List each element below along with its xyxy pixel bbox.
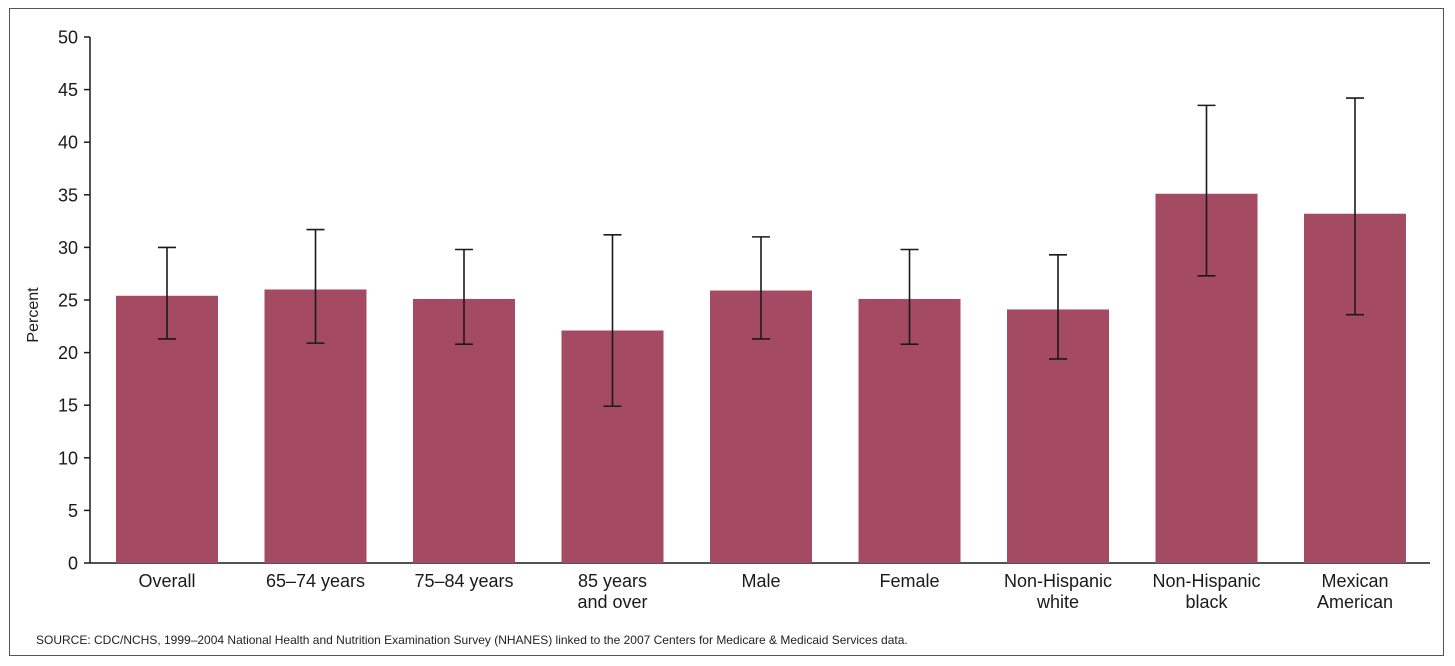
y-tick-label: 5 (68, 501, 78, 521)
y-tick-label: 20 (58, 343, 78, 363)
y-tick-label: 0 (68, 554, 78, 574)
source-note: SOURCE: CDC/NCHS, 1999–2004 National Hea… (36, 633, 908, 647)
x-tick-label: Non-Hispanic (1152, 571, 1260, 591)
y-tick-label: 35 (58, 185, 78, 205)
x-tick-label: 85 years (578, 571, 647, 591)
x-tick-label: and over (577, 592, 647, 612)
x-tick-label: American (1317, 592, 1393, 612)
error-bars (158, 97, 1364, 408)
x-tick-label: 65–74 years (266, 571, 365, 591)
y-axis-label: Percent (25, 287, 42, 343)
y-tick-label: 45 (58, 80, 78, 100)
y-tick-label: 15 (58, 396, 78, 416)
y-tick-label: 30 (58, 238, 78, 258)
x-tick-label: white (1036, 592, 1079, 612)
x-tick-label: 75–84 years (414, 571, 513, 591)
x-tick-label: Female (879, 571, 939, 591)
bars (116, 193, 1406, 564)
x-tick-label: Male (741, 571, 780, 591)
x-tick-label: Overall (138, 571, 195, 591)
y-tick-label: 10 (58, 448, 78, 468)
y-tick-label: 25 (58, 291, 78, 311)
y-tick-label: 50 (58, 28, 78, 48)
x-tick-label: Mexican (1321, 571, 1388, 591)
y-tick-label: 40 (58, 133, 78, 153)
x-tick-label: black (1185, 592, 1228, 612)
x-tick-label: Non-Hispanic (1004, 571, 1112, 591)
bar (116, 295, 218, 563)
x-axis-labels: Overall 65–74 years 75–84 years 85 yearsand… (138, 571, 1393, 612)
